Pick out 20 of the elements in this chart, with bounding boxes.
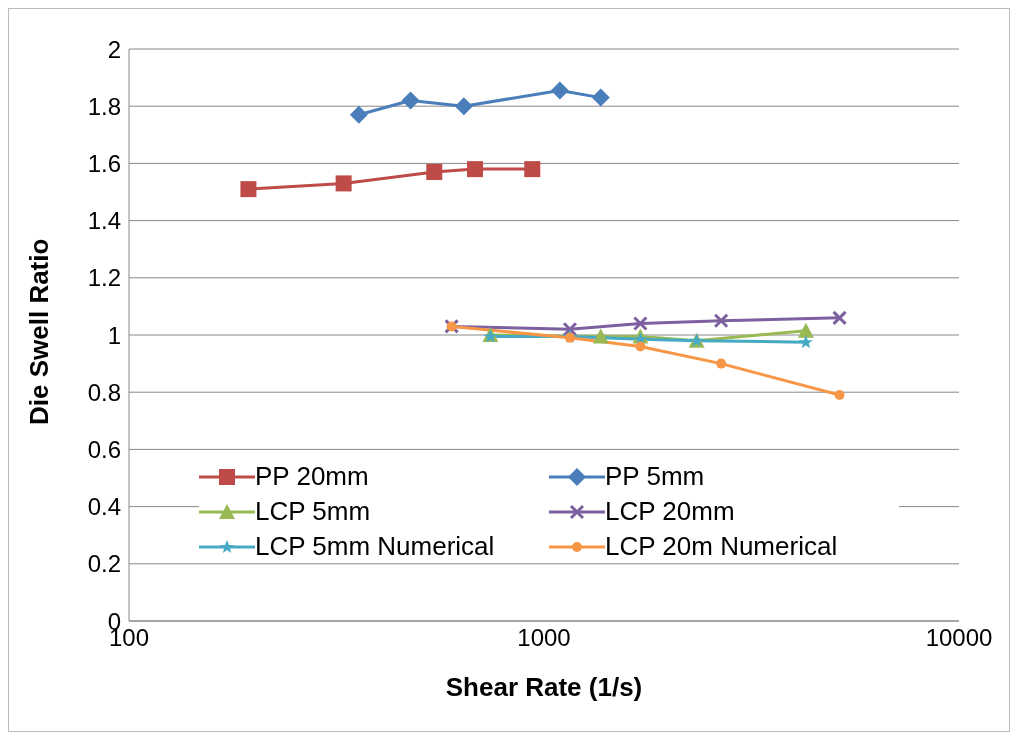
y-tick-label: 2 <box>107 35 121 63</box>
y-tick-label: 0.4 <box>87 493 121 521</box>
y-tick-label: 0.8 <box>87 378 121 406</box>
legend-label: LCP 5mm <box>255 496 371 527</box>
y-axis-title: Die Swell Ratio <box>24 238 55 425</box>
legend-label: LCP 5mm Numerical <box>255 531 495 562</box>
x-tick-label: 10000 <box>925 624 993 652</box>
y-tick-label: 0.2 <box>87 550 121 578</box>
x-tick-label: 1000 <box>517 624 571 652</box>
legend-label: PP 5mm <box>605 461 705 492</box>
legend-label: PP 20mm <box>255 461 369 492</box>
y-tick-label: 1.8 <box>87 92 121 120</box>
y-tick-label: 1 <box>107 321 121 349</box>
legend-label: LCP 20m Numerical <box>605 531 838 562</box>
y-tick-label: 1.2 <box>87 264 121 292</box>
x-axis-title: Shear Rate (1/s) <box>445 672 643 702</box>
legend-label: LCP 20mm <box>605 496 735 527</box>
y-tick-label: 0.6 <box>87 435 121 463</box>
y-tick-label: 1.4 <box>87 207 121 235</box>
y-tick-label: 1.6 <box>87 149 121 177</box>
